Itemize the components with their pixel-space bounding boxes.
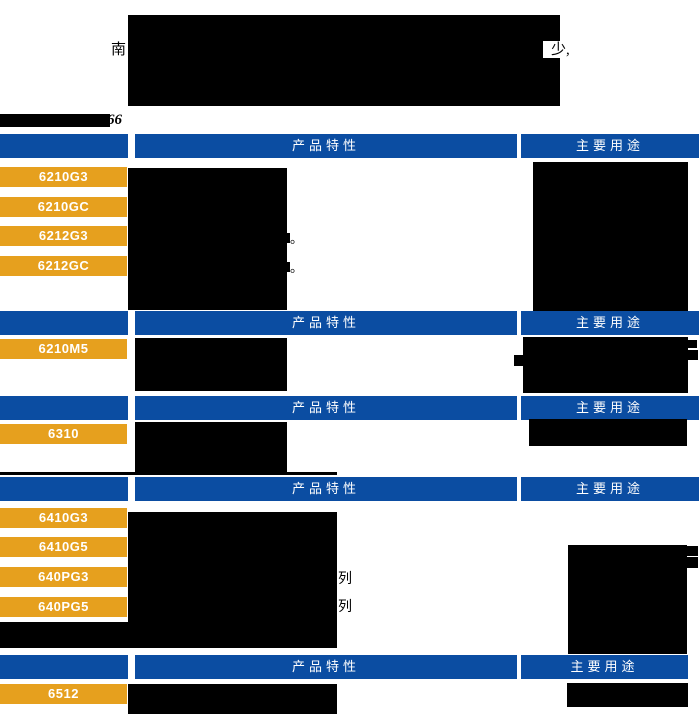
- redacted-usage-text: [567, 683, 688, 707]
- usage-header-cell: 主要用途: [521, 396, 699, 420]
- header-spacer-cell: [0, 477, 128, 501]
- visible-line-end-char: 列: [338, 572, 352, 587]
- redacted-usage-text: [568, 545, 687, 654]
- paragraph-first-char: 南: [111, 42, 127, 58]
- redacted-feature-text: [128, 684, 337, 714]
- feature-header-cell: 产品特性: [135, 311, 517, 335]
- usage-header-cell: 主要用途: [521, 655, 688, 679]
- product-code-cell: 6210GC: [0, 197, 127, 217]
- feature-header-cell: 产品特性: [135, 396, 517, 420]
- product-code-cell: 6212GC: [0, 256, 127, 276]
- visible-punctuation: 。: [290, 231, 304, 246]
- redacted-usage-text: [523, 337, 688, 393]
- product-code-cell: 6410G5: [0, 537, 127, 557]
- redacted-feature-text: [0, 622, 128, 648]
- redacted-paragraph-block: [128, 15, 560, 106]
- feature-header-cell: 产品特性: [135, 655, 517, 679]
- product-code-cell: 6212G3: [0, 226, 127, 246]
- redacted-fragment: [688, 350, 698, 360]
- redacted-feature-text: [128, 168, 287, 310]
- redacted-feature-text: [135, 422, 287, 473]
- redacted-fragment: [687, 546, 698, 556]
- redacted-feature-text: [128, 512, 337, 648]
- redacted-fragment: [514, 355, 523, 366]
- redacted-usage-text: [533, 162, 688, 312]
- product-code-cell: 640PG3: [0, 567, 127, 587]
- product-code-cell: 6310: [0, 424, 127, 444]
- usage-header-cell: 主要用途: [521, 477, 699, 501]
- redacted-fragment: [687, 557, 698, 568]
- product-code-cell: 6210M5: [0, 339, 127, 359]
- feature-header-cell: 产品特性: [135, 134, 517, 158]
- page-number: 66: [107, 112, 122, 128]
- usage-header-cell: 主要用途: [521, 134, 699, 158]
- redacted-fragment: [287, 233, 290, 243]
- product-code-cell: 640PG5: [0, 597, 127, 617]
- header-spacer-cell: [0, 134, 128, 158]
- paragraph-line-gap: [543, 41, 560, 58]
- product-code-cell: 6410G3: [0, 508, 127, 528]
- header-spacer-cell: [0, 311, 128, 335]
- visible-punctuation: 。: [290, 260, 304, 275]
- header-spacer-cell: [0, 396, 128, 420]
- product-code-cell: 6512: [0, 684, 127, 704]
- redacted-rule-line: [0, 472, 337, 475]
- redacted-feature-text: [135, 338, 287, 391]
- redacted-fragment: [688, 340, 697, 348]
- feature-header-cell: 产品特性: [135, 477, 517, 501]
- paragraph-line-end-chars: 少,: [551, 42, 570, 58]
- header-spacer-cell: [0, 655, 128, 679]
- usage-header-cell: 主要用途: [521, 311, 699, 335]
- redacted-usage-text: [529, 419, 687, 446]
- redacted-reference-bar: [0, 114, 110, 127]
- redacted-fragment: [287, 262, 290, 272]
- product-code-cell: 6210G3: [0, 167, 127, 187]
- visible-line-end-char: 列: [338, 600, 352, 615]
